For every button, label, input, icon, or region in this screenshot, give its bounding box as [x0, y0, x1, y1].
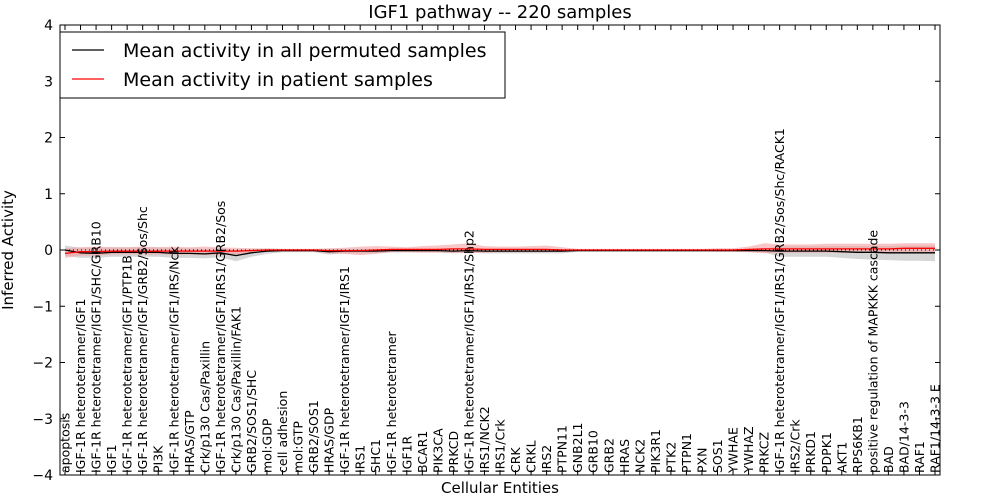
legend-permuted-label: Mean activity in all permuted samples	[123, 40, 486, 62]
x-category-label: PXN	[695, 448, 710, 473]
legend-box	[59, 31, 506, 99]
x-category-label: PTPN1	[679, 433, 694, 473]
x-category-label: HRAS/GDP	[322, 407, 337, 473]
x-category-label: IGF-1R heterotetramer/IGF1/IRS/Nck	[166, 246, 181, 473]
y-tick-label: 4	[44, 18, 53, 34]
x-category-label: Crk/p130 Cas/Paxillin/FAK1	[228, 306, 243, 473]
x-category-label: PTPN11	[555, 425, 570, 473]
x-category-label: IRS2	[539, 445, 554, 473]
x-category-label: PRKD1	[803, 431, 818, 473]
x-category-label: BCAR1	[415, 431, 430, 473]
x-category-label: BAD	[881, 446, 896, 473]
x-category-label: RPS6KB1	[850, 416, 865, 473]
x-category-label: IGF-1R heterotetramer/IGF1/PTP1B	[120, 255, 135, 473]
x-category-label: PTK2	[663, 442, 678, 473]
x-category-label: PIK3CA	[430, 428, 445, 473]
legend-patient-label: Mean activity in patient samples	[123, 69, 433, 91]
permuted-samples-line	[64, 249, 935, 257]
x-axis-category-labels: apoptosis IGF-1R heterotetramer/IGF1 IGF-1…	[58, 25, 943, 475]
chart-title: IGF1 pathway -- 220 samples	[368, 2, 631, 23]
x-category-label: GRB2/SOS1	[306, 400, 321, 473]
x-category-label: YWHAZ	[741, 426, 756, 474]
x-category-label: IGF-1R heterotetramer/IGF1/GRB2/Sos/Shc	[135, 206, 150, 473]
y-tick-label: −2	[32, 356, 53, 372]
x-category-label: YWHAE	[726, 427, 741, 474]
x-category-label: NCK2	[632, 439, 647, 473]
x-category-label: IRS2/Crk	[788, 419, 803, 473]
x-axis-label: Cellular Entities	[441, 479, 559, 497]
x-category-label: apoptosis	[58, 413, 73, 473]
x-category-label: IRS1	[353, 445, 368, 473]
x-category-label: RAF1	[912, 441, 927, 473]
x-category-label: cell adhesion	[275, 391, 290, 473]
y-tick-label: 0	[44, 243, 53, 259]
x-category-label: mol:GTP	[291, 421, 306, 473]
x-category-label: PIK3R1	[648, 429, 663, 473]
x-category-label: GNB2L1	[570, 423, 585, 473]
x-category-label: GRB10	[586, 430, 601, 473]
y-axis: −4 −3 −2 −1 0 1 2 3 4	[32, 18, 940, 484]
mean-lines	[64, 247, 935, 257]
x-category-label: RAF1/14-3-3 E	[928, 384, 943, 473]
y-tick-label: −3	[32, 412, 53, 428]
x-category-label: AKT1	[834, 442, 849, 473]
x-category-label: GRB2/SOS1/SHC	[244, 370, 259, 473]
x-category-label: IRS1/Crk	[493, 419, 508, 473]
x-category-label: PRKCD	[446, 431, 461, 473]
x-category-label: PDPK1	[819, 432, 834, 473]
x-category-label: positive regulation of MAPKKK cascade	[865, 230, 880, 473]
x-category-label: CRK	[508, 447, 523, 473]
x-category-label: IRS1/NCK2	[477, 406, 492, 473]
x-category-label: HRAS	[617, 439, 632, 473]
x-category-label: IGF1	[104, 444, 119, 473]
x-category-label: Crk/p130 Cas/Paxillin	[197, 341, 212, 473]
confidence-bands	[65, 243, 935, 262]
x-category-label: SOS1	[710, 439, 725, 473]
x-category-label: PRKCZ	[757, 432, 772, 473]
x-category-label: SHC1	[368, 439, 383, 473]
x-category-label: IGF-1R heterotetramer/IGF1/IRS1/Shp2	[461, 230, 476, 473]
y-tick-label: −4	[32, 468, 53, 484]
y-tick-label: −1	[32, 299, 53, 315]
y-tick-label: 3	[44, 74, 53, 90]
x-category-label: IGF-1R heterotetramer/IGF1/IRS1	[337, 266, 352, 473]
y-tick-label: 2	[44, 131, 53, 147]
legend: Mean activity in all permuted samples Mea…	[59, 31, 506, 99]
x-category-label: BAD/14-3-3	[896, 401, 911, 473]
x-category-label: IGF-1R heterotetramer/IGF1/IRS1/GRB2/Sos	[213, 201, 228, 473]
y-axis-label: Inferred Activity	[0, 190, 17, 310]
x-category-label: mol:GDP	[260, 418, 275, 473]
x-category-label: PI3K	[151, 445, 166, 473]
x-category-label: IGF-1R heterotetramer/IGF1/SHC/GRB10	[89, 221, 104, 473]
x-category-label: IGF-1R heterotetramer	[384, 330, 399, 473]
x-category-label: HRAS/GTP	[182, 410, 197, 473]
x-category-label: IGF-1R heterotetramer/IGF1	[73, 299, 88, 473]
x-category-label: IGF-1R heterotetramer/IGF1/IRS1/GRB2/Sos…	[772, 128, 787, 473]
y-tick-label: 1	[44, 187, 53, 203]
x-category-label: GRB2	[601, 438, 616, 473]
patient-samples-line	[64, 247, 935, 255]
x-category-label: IGF1R	[399, 435, 414, 473]
x-category-label: CRKL	[524, 440, 539, 473]
